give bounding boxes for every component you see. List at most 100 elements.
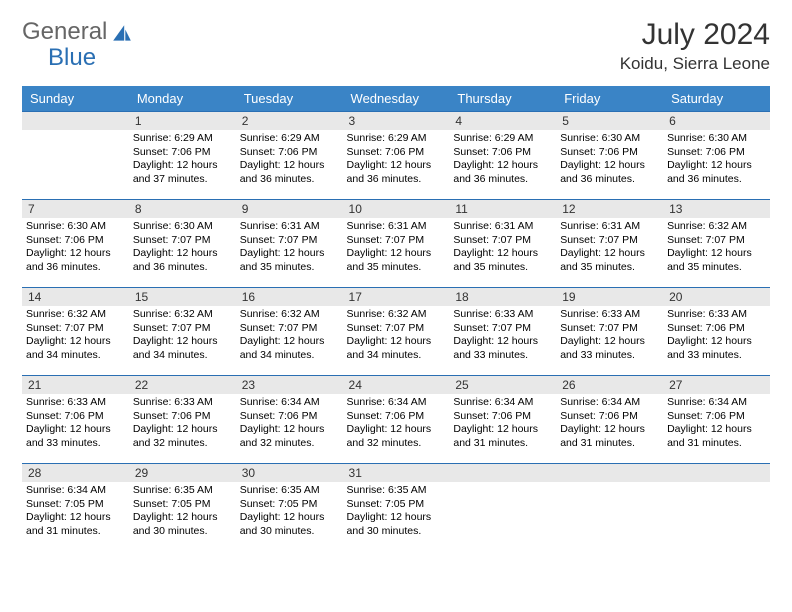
day-details: Sunrise: 6:32 AMSunset: 7:07 PMDaylight:… [343,306,450,367]
day-details: Sunrise: 6:29 AMSunset: 7:06 PMDaylight:… [343,130,450,191]
day-number: 23 [236,376,343,394]
day-number: 2 [236,112,343,130]
sunrise-line: Sunrise: 6:29 AM [240,132,339,146]
calendar-day-cell: 23Sunrise: 6:34 AMSunset: 7:06 PMDayligh… [236,376,343,464]
day-number: 31 [343,464,450,482]
logo-sail-icon [111,23,133,45]
sunset-line: Sunset: 7:07 PM [347,322,446,336]
logo: General [22,18,135,46]
sunset-line: Sunset: 7:06 PM [453,410,552,424]
day-details: Sunrise: 6:30 AMSunset: 7:06 PMDaylight:… [22,218,129,279]
day-details: Sunrise: 6:33 AMSunset: 7:06 PMDaylight:… [663,306,770,367]
logo-text-1: General [22,18,107,46]
daylight-line: Daylight: 12 hours and 33 minutes. [667,335,766,362]
weekday-header: Wednesday [343,86,450,112]
day-details: Sunrise: 6:32 AMSunset: 7:07 PMDaylight:… [22,306,129,367]
daylight-line: Daylight: 12 hours and 31 minutes. [667,423,766,450]
calendar-day-cell: 10Sunrise: 6:31 AMSunset: 7:07 PMDayligh… [343,200,450,288]
calendar-day-cell: 22Sunrise: 6:33 AMSunset: 7:06 PMDayligh… [129,376,236,464]
calendar-day-cell: 29Sunrise: 6:35 AMSunset: 7:05 PMDayligh… [129,464,236,552]
sunrise-line: Sunrise: 6:33 AM [453,308,552,322]
sunset-line: Sunset: 7:06 PM [347,410,446,424]
sunset-line: Sunset: 7:07 PM [560,234,659,248]
sunrise-line: Sunrise: 6:32 AM [26,308,125,322]
logo-text-2: Blue [48,44,96,72]
calendar-day-cell: 15Sunrise: 6:32 AMSunset: 7:07 PMDayligh… [129,288,236,376]
daylight-line: Daylight: 12 hours and 32 minutes. [240,423,339,450]
calendar-day-cell: 30Sunrise: 6:35 AMSunset: 7:05 PMDayligh… [236,464,343,552]
daylight-line: Daylight: 12 hours and 35 minutes. [453,247,552,274]
day-details: Sunrise: 6:29 AMSunset: 7:06 PMDaylight:… [129,130,236,191]
daylight-line: Daylight: 12 hours and 36 minutes. [26,247,125,274]
calendar-day-cell [449,464,556,552]
calendar-day-cell: 14Sunrise: 6:32 AMSunset: 7:07 PMDayligh… [22,288,129,376]
location-text: Koidu, Sierra Leone [620,54,770,74]
sunrise-line: Sunrise: 6:33 AM [133,396,232,410]
calendar-day-cell: 28Sunrise: 6:34 AMSunset: 7:05 PMDayligh… [22,464,129,552]
weekday-header: Thursday [449,86,556,112]
day-number: 24 [343,376,450,394]
day-details: Sunrise: 6:34 AMSunset: 7:06 PMDaylight:… [343,394,450,455]
sunset-line: Sunset: 7:06 PM [560,410,659,424]
day-number: 17 [343,288,450,306]
sunset-line: Sunset: 7:07 PM [240,322,339,336]
month-title: July 2024 [620,18,770,52]
sunset-line: Sunset: 7:07 PM [133,234,232,248]
sunset-line: Sunset: 7:06 PM [667,410,766,424]
day-number: 4 [449,112,556,130]
weekday-header-row: Sunday Monday Tuesday Wednesday Thursday… [22,86,770,112]
daylight-line: Daylight: 12 hours and 33 minutes. [26,423,125,450]
calendar-day-cell: 19Sunrise: 6:33 AMSunset: 7:07 PMDayligh… [556,288,663,376]
sunset-line: Sunset: 7:06 PM [240,146,339,160]
sunrise-line: Sunrise: 6:31 AM [347,220,446,234]
day-number: 13 [663,200,770,218]
sunrise-line: Sunrise: 6:32 AM [667,220,766,234]
daylight-line: Daylight: 12 hours and 30 minutes. [133,511,232,538]
calendar-week-row: 28Sunrise: 6:34 AMSunset: 7:05 PMDayligh… [22,464,770,552]
sunrise-line: Sunrise: 6:35 AM [133,484,232,498]
daylight-line: Daylight: 12 hours and 31 minutes. [453,423,552,450]
sunset-line: Sunset: 7:07 PM [667,234,766,248]
calendar-day-cell: 9Sunrise: 6:31 AMSunset: 7:07 PMDaylight… [236,200,343,288]
day-details: Sunrise: 6:32 AMSunset: 7:07 PMDaylight:… [236,306,343,367]
day-details: Sunrise: 6:33 AMSunset: 7:06 PMDaylight:… [22,394,129,455]
day-details: Sunrise: 6:30 AMSunset: 7:06 PMDaylight:… [663,130,770,191]
day-number: 19 [556,288,663,306]
sunrise-line: Sunrise: 6:33 AM [667,308,766,322]
day-number [22,112,129,130]
calendar-day-cell [22,112,129,200]
day-number: 21 [22,376,129,394]
sunrise-line: Sunrise: 6:29 AM [453,132,552,146]
day-details: Sunrise: 6:34 AMSunset: 7:05 PMDaylight:… [22,482,129,543]
sunset-line: Sunset: 7:07 PM [453,322,552,336]
day-details: Sunrise: 6:31 AMSunset: 7:07 PMDaylight:… [556,218,663,279]
calendar-day-cell: 25Sunrise: 6:34 AMSunset: 7:06 PMDayligh… [449,376,556,464]
day-number [449,464,556,482]
daylight-line: Daylight: 12 hours and 36 minutes. [560,159,659,186]
sunset-line: Sunset: 7:06 PM [133,146,232,160]
day-number: 27 [663,376,770,394]
day-number: 26 [556,376,663,394]
daylight-line: Daylight: 12 hours and 36 minutes. [133,247,232,274]
calendar-day-cell: 6Sunrise: 6:30 AMSunset: 7:06 PMDaylight… [663,112,770,200]
calendar-day-cell [556,464,663,552]
calendar-day-cell: 27Sunrise: 6:34 AMSunset: 7:06 PMDayligh… [663,376,770,464]
calendar-day-cell: 7Sunrise: 6:30 AMSunset: 7:06 PMDaylight… [22,200,129,288]
sunset-line: Sunset: 7:07 PM [133,322,232,336]
calendar-week-row: 1Sunrise: 6:29 AMSunset: 7:06 PMDaylight… [22,112,770,200]
day-details: Sunrise: 6:34 AMSunset: 7:06 PMDaylight:… [236,394,343,455]
day-number: 7 [22,200,129,218]
day-number: 8 [129,200,236,218]
daylight-line: Daylight: 12 hours and 31 minutes. [560,423,659,450]
daylight-line: Daylight: 12 hours and 36 minutes. [453,159,552,186]
day-number: 1 [129,112,236,130]
sunrise-line: Sunrise: 6:30 AM [133,220,232,234]
sunset-line: Sunset: 7:07 PM [560,322,659,336]
calendar-day-cell: 18Sunrise: 6:33 AMSunset: 7:07 PMDayligh… [449,288,556,376]
sunset-line: Sunset: 7:06 PM [667,146,766,160]
day-number: 9 [236,200,343,218]
day-number: 14 [22,288,129,306]
sunset-line: Sunset: 7:06 PM [453,146,552,160]
sunrise-line: Sunrise: 6:32 AM [133,308,232,322]
calendar-day-cell: 5Sunrise: 6:30 AMSunset: 7:06 PMDaylight… [556,112,663,200]
